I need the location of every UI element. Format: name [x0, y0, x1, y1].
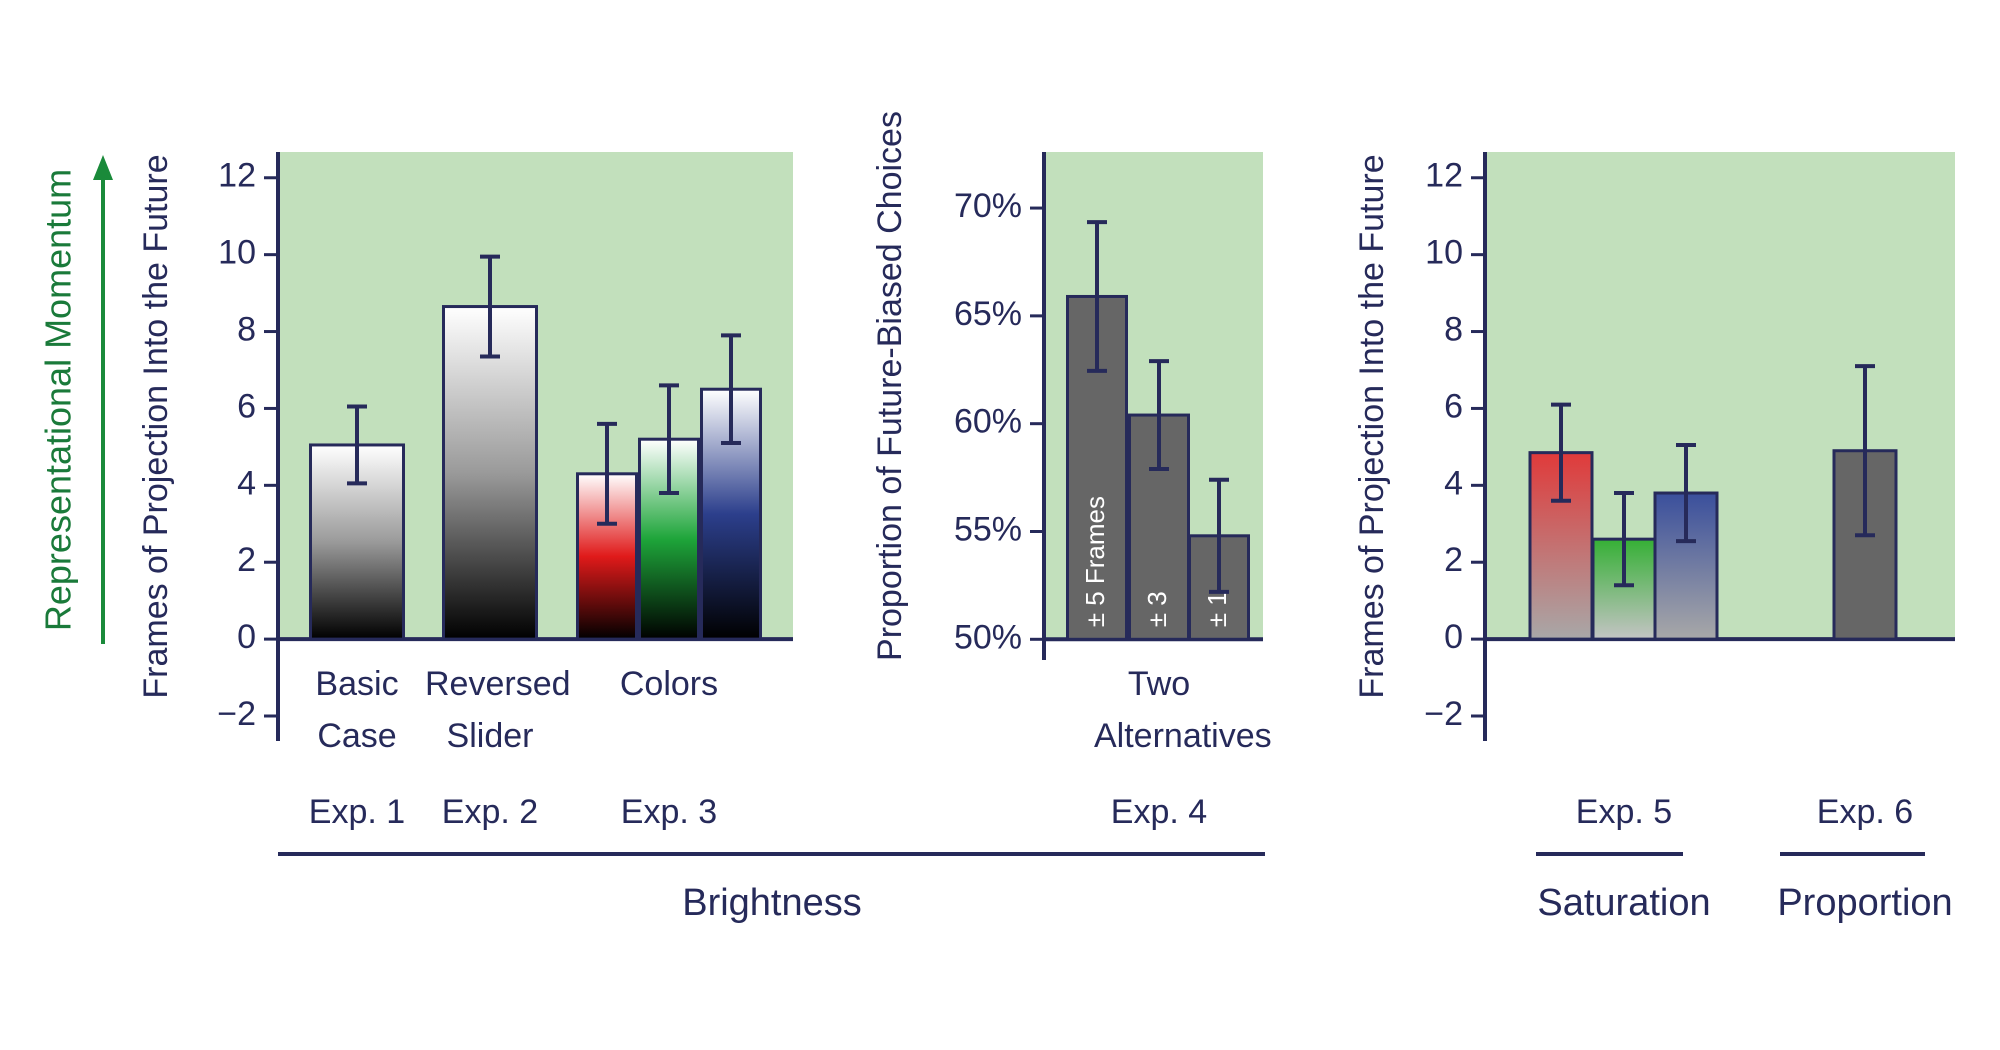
- experiment-label: Exp. 3: [620, 793, 718, 831]
- y-tick-label: 55%: [954, 510, 1022, 548]
- y-tick-label: 10: [1425, 234, 1463, 272]
- span-label: Proportion: [1777, 882, 1952, 924]
- experiment-label: Exp. 2: [441, 793, 539, 831]
- y-tick-label: 4: [1444, 464, 1463, 502]
- y-tick-label: 65%: [954, 295, 1022, 333]
- y-tick-label: 6: [237, 387, 256, 425]
- y-tick-label: 0: [237, 618, 256, 656]
- y-axis-label: Frames of Projection Into the Future: [1353, 154, 1391, 698]
- bar-label: ± 3: [1142, 591, 1172, 627]
- y-tick-label: −2: [1424, 695, 1463, 733]
- experiment-label: Exp. 1: [308, 793, 406, 831]
- y-tick-label: 6: [1444, 387, 1463, 425]
- span-label: Saturation: [1537, 882, 1710, 924]
- y-tick-label: 50%: [954, 618, 1022, 656]
- category-label: Basic Case: [315, 665, 399, 755]
- y-tick-label: 4: [237, 464, 256, 502]
- category-label: Reversed Slider: [425, 665, 571, 755]
- y-tick-label: 2: [1444, 541, 1463, 579]
- y-tick-label: 2: [237, 541, 256, 579]
- y-tick-label: −2: [217, 695, 256, 733]
- y-tick-label: 12: [218, 157, 256, 195]
- y-tick-label: 8: [1444, 311, 1463, 349]
- y-tick-label: 10: [218, 234, 256, 272]
- arrow-head: [93, 155, 113, 180]
- experiment-label: Exp. 6: [1816, 793, 1914, 831]
- y-tick-label: 12: [1425, 157, 1463, 195]
- y-tick-label: 70%: [954, 187, 1022, 225]
- category-label: Colors: [619, 665, 719, 703]
- y-axis-label: Frames of Projection Into the Future: [137, 154, 175, 698]
- experiment-label: Exp. 4: [1110, 793, 1208, 831]
- y-axis-label: Proportion of Future-Biased Choices: [871, 111, 909, 661]
- y-tick-label: 8: [237, 311, 256, 349]
- y-tick-label: 0: [1444, 618, 1463, 656]
- bar: [442, 305, 538, 641]
- experiment-label: Exp. 5: [1575, 793, 1673, 831]
- side-label: Representational Momentum: [38, 169, 79, 631]
- span-label: Brightness: [682, 882, 862, 924]
- category-label: Two Alternatives: [1094, 665, 1272, 755]
- bar-label: ± 1: [1202, 591, 1232, 627]
- bar: [309, 443, 405, 641]
- bar-label: ± 5 Frames: [1080, 496, 1110, 627]
- y-tick-label: 60%: [954, 403, 1022, 441]
